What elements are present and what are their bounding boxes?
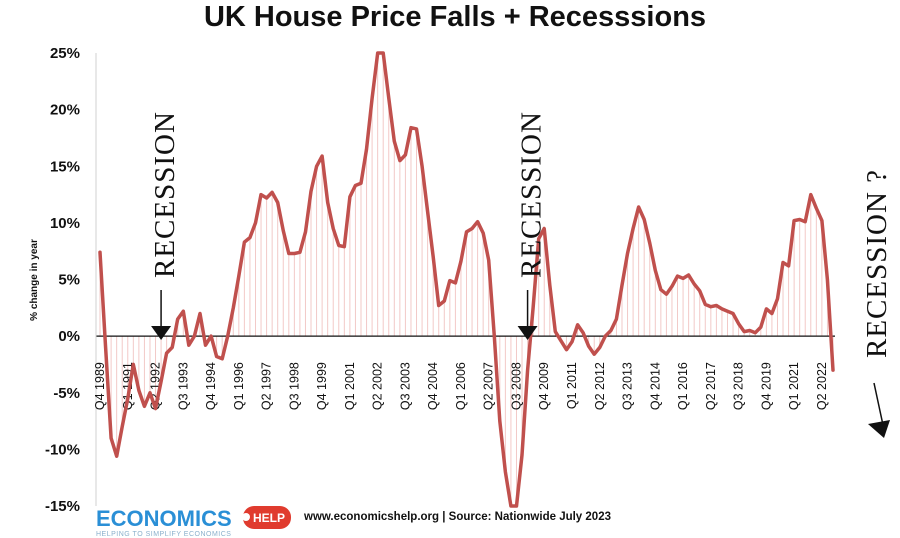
x-tick-label: Q3 1998 xyxy=(287,362,301,410)
recession-arrow-head-icon xyxy=(517,326,538,340)
x-tick-label: Q4 1989 xyxy=(93,362,107,410)
x-tick-label: Q2 2007 xyxy=(482,362,496,410)
x-tick-label: Q2 1997 xyxy=(260,362,274,410)
recession-annotations: RECESSION RECESSION RECESSION ? xyxy=(149,111,893,438)
x-tick-label: Q1 2006 xyxy=(454,362,468,410)
x-tick-label: Q3 2018 xyxy=(732,362,746,410)
y-tick-label: 25% xyxy=(50,45,80,62)
fill-bars xyxy=(99,53,834,506)
x-tick-label: Q2 2012 xyxy=(593,362,607,410)
x-tick-label: Q2 2022 xyxy=(815,362,829,410)
x-tick-label: Q1 2016 xyxy=(676,362,690,410)
logo-tagline: HELPING TO SIMPLIFY ECONOMICS xyxy=(96,531,231,538)
x-tick-label: Q1 2021 xyxy=(787,362,801,410)
x-tick-label: Q4 2019 xyxy=(759,362,773,410)
y-axis-ticks: 25% 20% 15% 10% 5% 0% -5% -10% -15% xyxy=(45,45,80,515)
recession-arrow-shaft xyxy=(873,382,884,426)
x-tick-label: Q1 1996 xyxy=(232,362,246,410)
x-tick-label: Q4 2004 xyxy=(426,362,440,410)
y-tick-label: -5% xyxy=(53,385,80,402)
x-tick-label: Q2 2017 xyxy=(704,362,718,410)
x-tick-label: Q2 2002 xyxy=(371,362,385,410)
y-axis-label: % change in year xyxy=(29,239,40,321)
x-tick-label: Q1 2011 xyxy=(565,362,579,409)
axes xyxy=(95,53,835,506)
y-tick-label: 20% xyxy=(50,102,80,119)
x-tick-label: Q3 2013 xyxy=(621,362,635,410)
x-tick-label: Q4 2014 xyxy=(648,362,662,410)
recession-label: RECESSION xyxy=(149,111,181,278)
x-tick-label: Q4 1999 xyxy=(315,362,329,410)
chart-title: UK House Price Falls + Recesssions xyxy=(204,1,706,33)
economicshelp-logo: ECONOMICS HELP HELPING TO SIMPLIFY ECONO… xyxy=(96,506,291,538)
series-line xyxy=(98,51,835,508)
source-footer: www.economicshelp.org | Source: Nationwi… xyxy=(303,511,611,523)
recession-arrow-head-icon xyxy=(151,326,172,340)
x-tick-label: Q3 2008 xyxy=(509,362,523,410)
y-tick-label: 5% xyxy=(58,272,80,289)
logo-main-text: ECONOMICS xyxy=(96,506,232,531)
y-tick-label: -10% xyxy=(45,441,80,458)
x-tick-label: Q3 1993 xyxy=(176,362,190,410)
y-tick-label: 10% xyxy=(50,215,80,232)
recession-question-label: RECESSION ? xyxy=(861,169,893,358)
y-tick-label: 0% xyxy=(58,328,80,345)
y-tick-label: -15% xyxy=(45,498,80,515)
logo-badge-text: HELP xyxy=(253,511,285,525)
x-tick-label: Q3 2003 xyxy=(398,362,412,410)
logo-badge-shape xyxy=(243,506,291,529)
x-tick-label: Q4 2009 xyxy=(537,362,551,410)
recession-label: RECESSION xyxy=(516,111,548,278)
logo-dot-icon xyxy=(242,513,250,521)
x-tick-label: Q1 2001 xyxy=(343,362,357,410)
y-tick-label: 15% xyxy=(50,158,80,175)
x-tick-label: Q4 1994 xyxy=(204,362,218,410)
x-axis-ticks: Q4 1989 Q1 1991 Q2 1992 Q3 1993 Q4 1994 Q1 19… xyxy=(93,362,829,410)
recession-arrow-head-icon xyxy=(868,420,890,438)
